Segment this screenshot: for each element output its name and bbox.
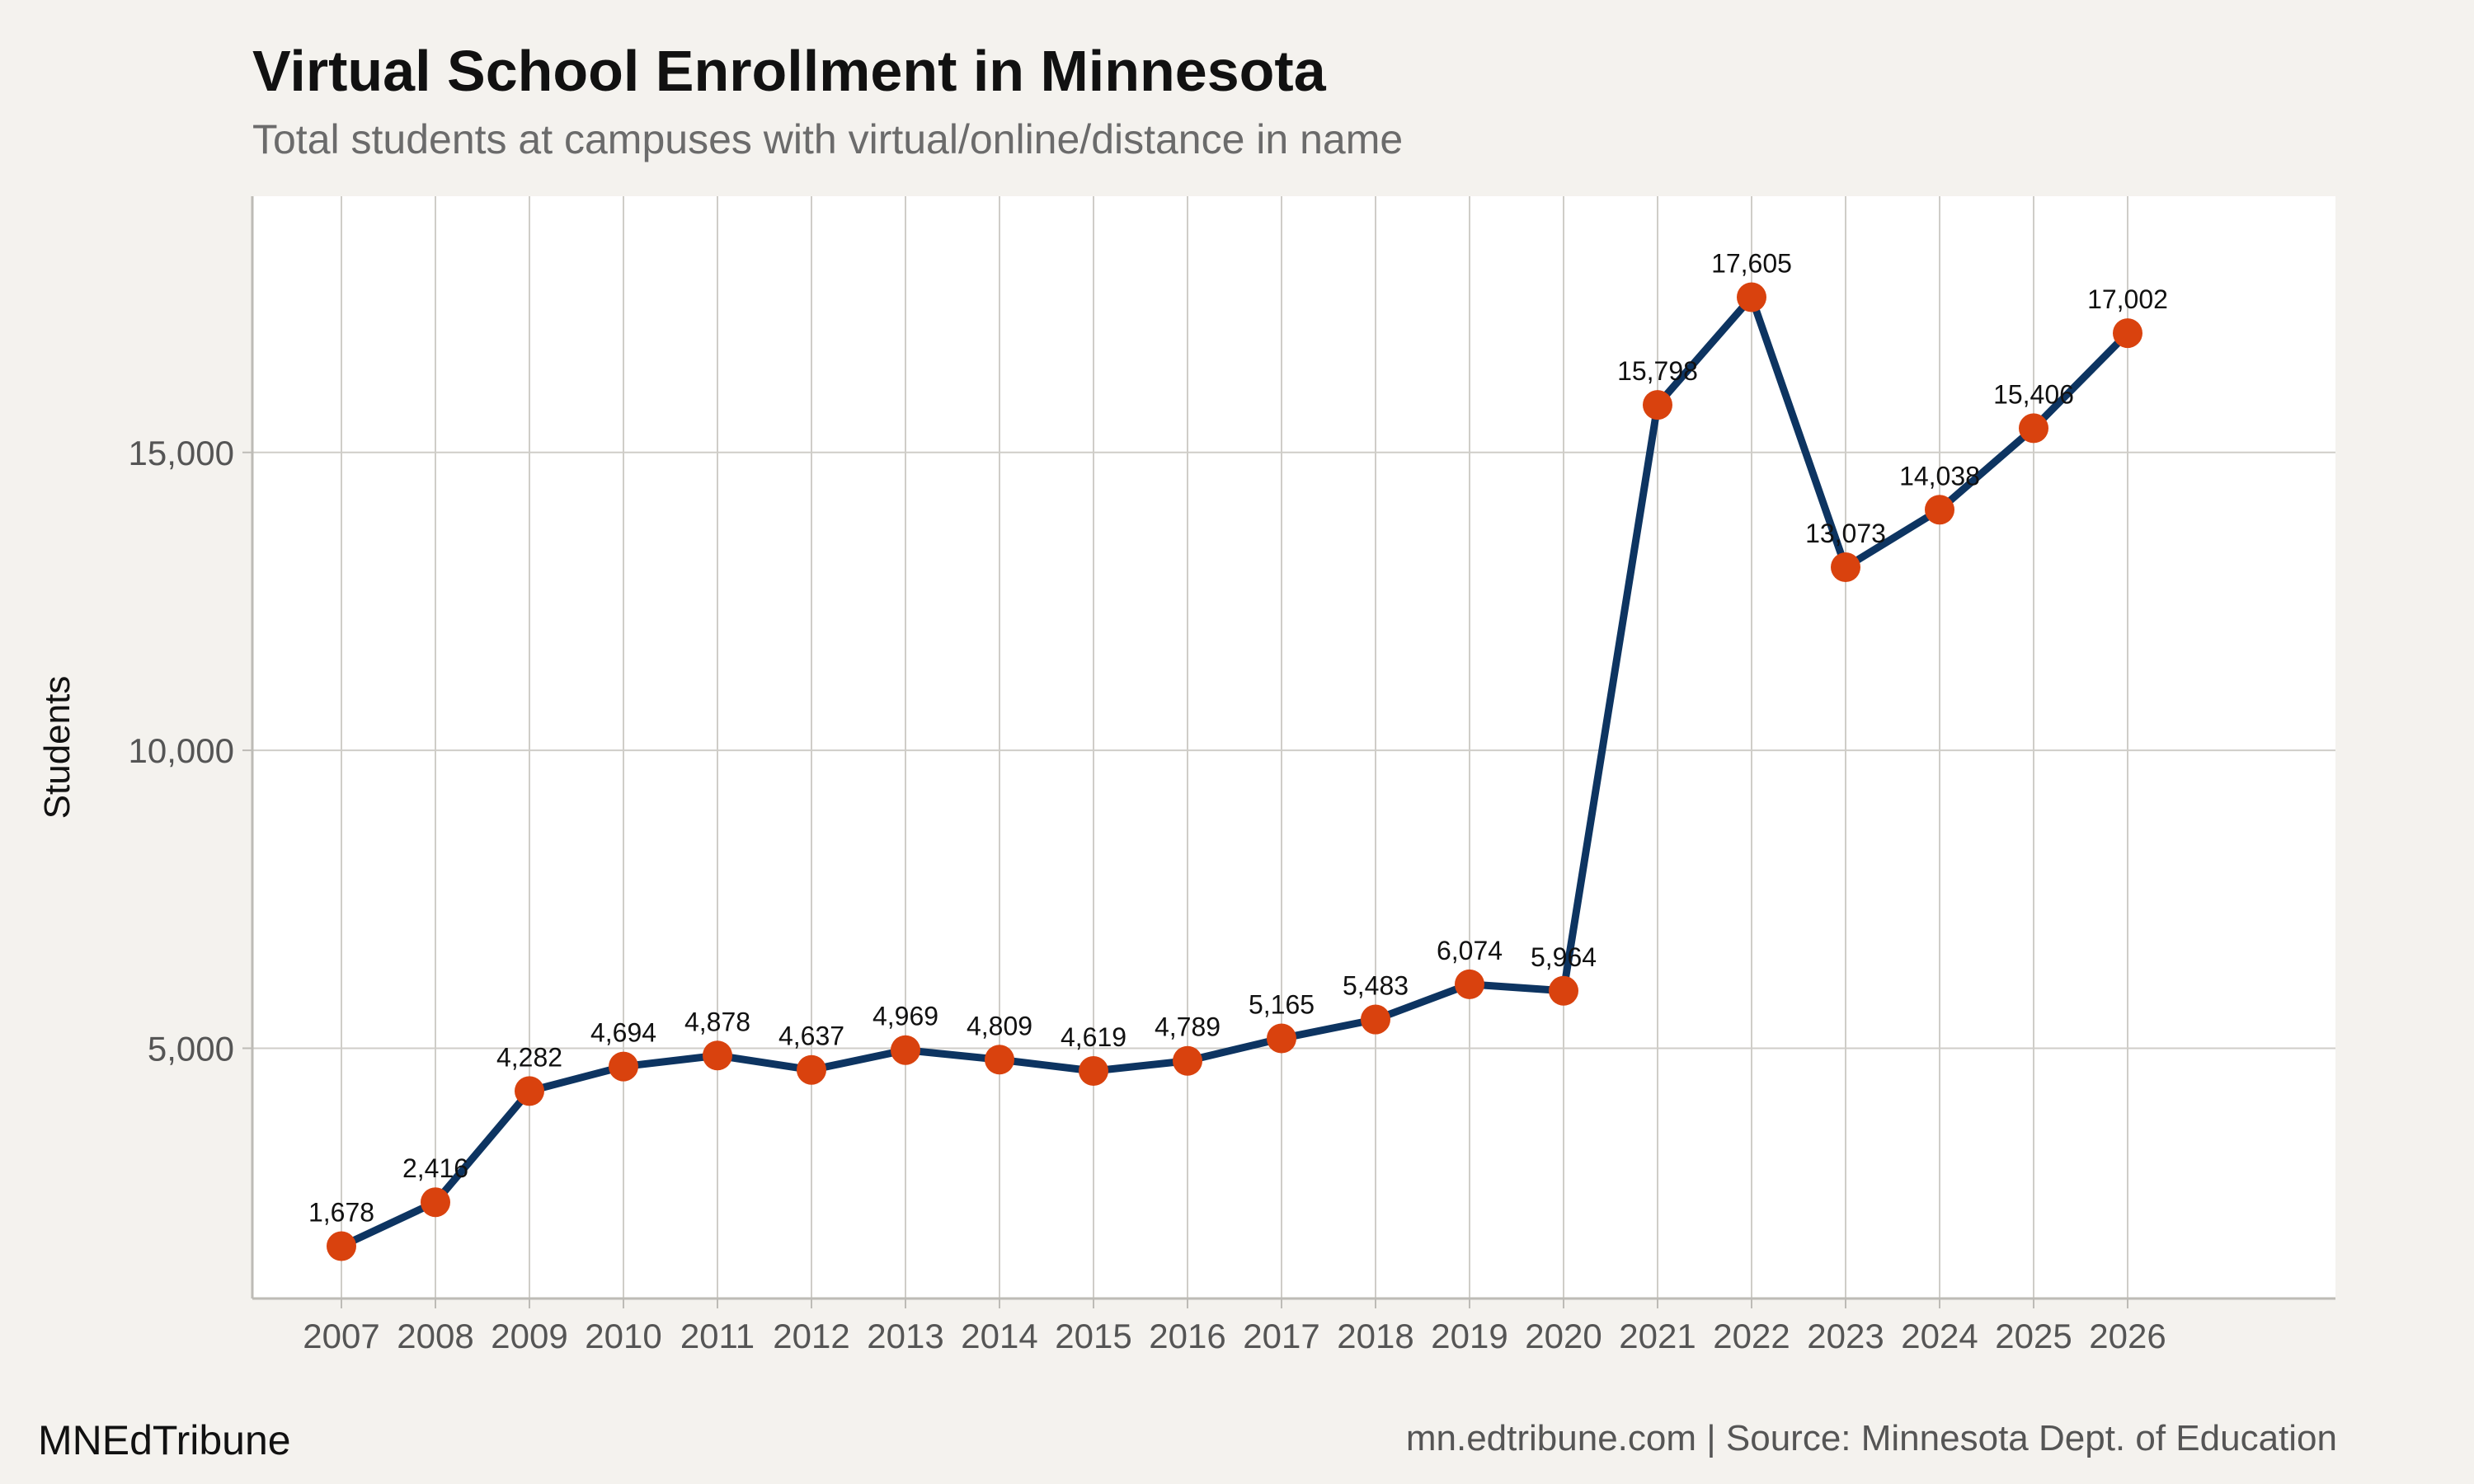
data-point [1549, 975, 1578, 1006]
x-tick-label: 2010 [585, 1317, 661, 1355]
data-point [1643, 390, 1672, 420]
x-tick-label: 2023 [1807, 1317, 1884, 1355]
y-tick-label: 15,000 [129, 434, 234, 472]
x-tick-label: 2021 [1619, 1317, 1696, 1355]
x-tick-label: 2017 [1243, 1317, 1319, 1355]
x-tick-label: 2020 [1525, 1317, 1602, 1355]
data-label: 13,073 [1805, 519, 1886, 548]
data-point [609, 1051, 638, 1082]
data-label: 6,074 [1437, 936, 1503, 965]
data-point [1831, 552, 1860, 583]
data-label: 14,038 [1899, 461, 1980, 491]
data-point [2113, 318, 2142, 349]
x-tick-label: 2015 [1055, 1317, 1131, 1355]
x-tick-label: 2019 [1431, 1317, 1507, 1355]
x-tick-label: 2013 [867, 1317, 943, 1355]
source-note: mn.edtribune.com | Source: Minnesota Dep… [1405, 1418, 2337, 1458]
data-label: 4,809 [967, 1011, 1032, 1040]
y-tick-label: 10,000 [129, 731, 234, 770]
data-point [421, 1187, 450, 1218]
data-point [515, 1076, 544, 1106]
x-tick-label: 2014 [961, 1317, 1037, 1355]
x-tick-label: 2007 [303, 1317, 379, 1355]
x-tick-label: 2026 [2089, 1317, 2166, 1355]
data-label: 15,798 [1617, 356, 1698, 386]
y-axis-title: Students [37, 676, 78, 819]
data-label: 17,605 [1711, 248, 1792, 278]
data-point [2019, 413, 2048, 444]
data-label: 15,406 [1993, 379, 2074, 409]
x-tick-label: 2009 [491, 1317, 567, 1355]
x-tick-label: 2022 [1713, 1317, 1790, 1355]
x-tick-label: 2008 [397, 1317, 473, 1355]
y-tick-label: 5,000 [148, 1029, 234, 1068]
data-point [1079, 1055, 1108, 1086]
data-point [985, 1045, 1014, 1075]
data-point [891, 1035, 920, 1065]
chart-subtitle: Total students at campuses with virtual/… [252, 116, 1404, 162]
data-label: 5,165 [1249, 990, 1315, 1020]
data-point [1361, 1004, 1390, 1035]
data-point [1455, 969, 1484, 999]
data-point [327, 1231, 356, 1261]
chart-title: Virtual School Enrollment in Minnesota [252, 39, 1326, 103]
x-tick-label: 2016 [1149, 1317, 1225, 1355]
x-tick-label: 2012 [773, 1317, 849, 1355]
data-label: 1,678 [308, 1198, 374, 1228]
data-point [703, 1040, 732, 1071]
x-tick-label: 2011 [680, 1317, 755, 1355]
data-label: 4,637 [778, 1021, 844, 1051]
data-label: 4,878 [684, 1007, 750, 1036]
data-label: 4,619 [1061, 1022, 1126, 1052]
data-label: 4,969 [872, 1002, 938, 1031]
brand-logo-text: MNEdTribune [38, 1417, 291, 1463]
plot-panel [252, 196, 2335, 1298]
data-label: 17,002 [2087, 284, 2168, 314]
x-tick-label: 2018 [1337, 1317, 1413, 1355]
data-label: 4,789 [1155, 1012, 1221, 1042]
data-point [1925, 495, 1954, 525]
data-label: 4,694 [590, 1018, 656, 1048]
data-label: 5,483 [1343, 971, 1409, 1001]
series-line [337, 293, 2132, 1251]
data-point [1737, 282, 1766, 312]
x-tick-label: 2025 [1995, 1317, 2072, 1355]
data-label: 4,282 [496, 1042, 562, 1072]
data-point [797, 1054, 826, 1085]
data-label: 2,416 [402, 1153, 468, 1183]
x-tick-label: 2024 [1901, 1317, 1978, 1355]
data-label: 5,964 [1531, 942, 1597, 972]
data-point [1173, 1045, 1202, 1076]
data-point [1267, 1023, 1296, 1054]
